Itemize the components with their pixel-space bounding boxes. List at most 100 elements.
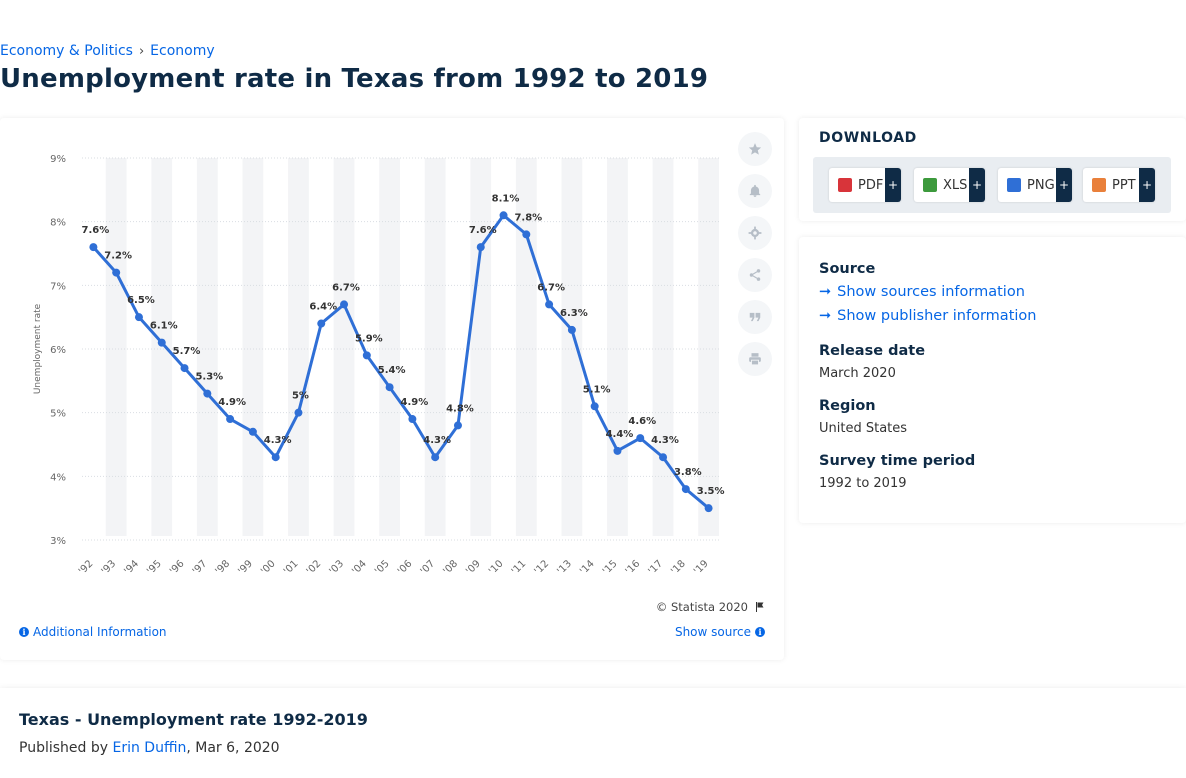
data-point[interactable] [362,351,371,360]
data-label: 4.3% [651,435,679,446]
release-date-title: Release date [819,343,926,359]
png-file-icon [1007,178,1021,192]
data-label: 4.9% [401,397,429,408]
x-tick-label: '01 [282,558,301,577]
flag-icon[interactable] [754,601,766,613]
download-ppt-button[interactable]: PPT + [1083,168,1155,202]
additional-information-link[interactable]: i Additional Information [19,625,167,639]
data-point[interactable] [294,408,303,417]
data-label: 5.3% [195,372,223,383]
download-pdf-plus[interactable]: + [885,168,901,202]
data-label: 7.6% [82,225,110,236]
data-point[interactable] [453,421,462,430]
author-link[interactable]: Erin Duffin [112,740,187,756]
data-point[interactable] [317,319,326,328]
data-point[interactable] [590,402,599,411]
gear-icon [748,226,762,240]
data-point[interactable] [613,446,622,455]
region-value: United States [819,421,908,436]
data-point[interactable] [89,243,98,252]
data-point[interactable] [134,313,143,322]
chart-card: 3% 4% 5% 6% 7% 8% 9% Unemployment rate '92'93'94… [0,118,784,660]
download-png-button[interactable]: PNG + [998,168,1072,202]
data-point[interactable] [431,453,440,462]
download-pdf-button[interactable]: PDF + [829,168,901,202]
x-tick-label: '14 [578,558,597,577]
data-point[interactable] [408,415,417,424]
data-label: 3.8% [674,467,702,478]
chart-toolbar [738,132,772,384]
arrow-right-icon: ➞ [819,308,832,324]
data-point[interactable] [545,300,554,309]
show-sources-link[interactable]: ➞ Show sources information [819,284,1025,300]
print-icon [749,353,761,366]
breadcrumb-separator: › [138,43,145,59]
breadcrumb-economy-politics[interactable]: Economy & Politics [0,43,133,59]
column-band [379,158,400,536]
release-date-value: March 2020 [819,366,896,381]
data-point[interactable] [226,415,235,424]
data-label: 6.7% [537,282,565,293]
data-point[interactable] [157,338,166,347]
data-point[interactable] [636,434,645,443]
notification-button[interactable] [738,174,772,208]
download-png-plus[interactable]: + [1056,168,1072,202]
download-ppt-plus[interactable]: + [1139,168,1155,202]
x-tick-label: '97 [191,558,210,577]
data-label: 8.1% [492,193,520,204]
favorite-button[interactable] [738,132,772,166]
print-button[interactable] [738,342,772,376]
publish-date: , Mar 6, 2020 [186,740,280,756]
settings-button[interactable] [738,216,772,250]
data-point[interactable] [681,485,690,494]
breadcrumb-economy[interactable]: Economy [150,43,215,59]
x-tick-label: '06 [396,558,415,577]
data-point[interactable] [499,211,508,220]
additional-information-label: Additional Information [33,625,167,639]
data-label: 4.3% [423,435,451,446]
xls-file-icon [923,178,937,192]
data-point[interactable] [180,364,189,373]
cite-button[interactable] [738,300,772,334]
bell-icon [749,184,761,197]
x-tick-label: '93 [100,558,119,577]
data-point[interactable] [567,325,576,334]
show-source-link[interactable]: Show source i [675,625,765,639]
data-point[interactable] [522,230,531,239]
data-point[interactable] [203,389,212,398]
x-tick-label: '13 [555,558,574,577]
share-button[interactable] [738,258,772,292]
data-point[interactable] [112,268,121,277]
data-point[interactable] [704,504,713,513]
info-card: Source ➞ Show sources information ➞ Show… [799,237,1186,523]
data-label: 4.8% [446,403,474,414]
data-point[interactable] [385,383,394,392]
data-label: 5% [292,391,309,402]
y-tick-label: 4% [50,472,66,483]
y-tick-label: 5% [50,409,66,420]
data-label: 4.4% [606,429,634,440]
column-band [561,158,583,536]
download-xls-button[interactable]: XLS + [914,168,985,202]
x-tick-label: '96 [168,558,187,577]
published-by: Published by Erin Duffin, Mar 6, 2020 [19,740,280,756]
description-title: Texas - Unemployment rate 1992-2019 [19,710,368,729]
data-label: 6.3% [560,308,588,319]
data-label: 7.8% [514,212,542,223]
copyright: © Statista 2020 [656,600,766,614]
download-xls-plus[interactable]: + [969,168,985,202]
show-publisher-link[interactable]: ➞ Show publisher information [819,308,1036,324]
arrow-right-icon: ➞ [819,284,832,300]
line-chart: 3% 4% 5% 6% 7% 8% 9% Unemployment rate '92'93'94… [33,154,724,577]
data-point[interactable] [340,300,349,309]
data-point[interactable] [271,453,280,462]
published-by-label: Published by [19,740,113,756]
quote-icon [749,312,761,322]
download-ppt-label: PPT [1112,177,1136,193]
data-point[interactable] [476,243,485,252]
data-point[interactable] [659,453,668,462]
x-tick-label: '04 [350,558,369,577]
info-icon: i [19,627,29,637]
x-tick-label: '07 [419,558,438,577]
data-point[interactable] [248,427,257,436]
